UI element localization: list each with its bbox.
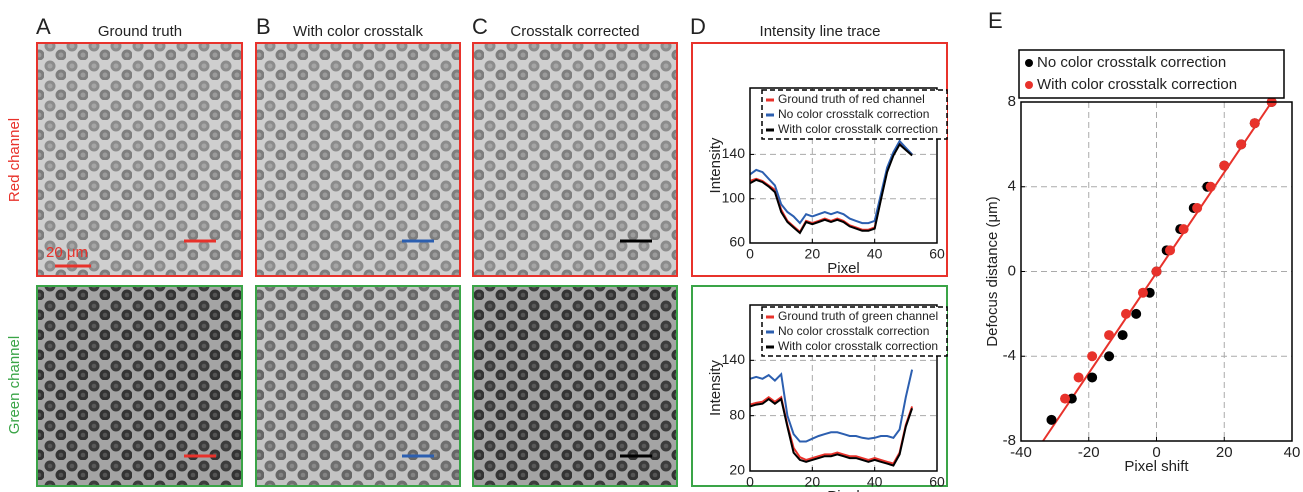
panel-frame: [691, 42, 948, 277]
point: [1192, 202, 1203, 213]
legend-box: [761, 89, 948, 140]
data-line: [749, 139, 913, 225]
row-label: Red channel: [6, 118, 23, 202]
y-tick-label: -8: [1003, 432, 1016, 449]
point: [1131, 308, 1142, 319]
panel-letter: E: [988, 8, 1003, 33]
column-title: Intensity line trace: [760, 23, 881, 40]
point: [1137, 287, 1148, 298]
micrograph: [255, 285, 461, 487]
y-tick-label: 140: [722, 351, 746, 367]
y-axis-label: Intensity: [707, 137, 724, 193]
legend-label: No color crosstalk correction: [778, 107, 929, 121]
x-tick-label: 0: [1152, 444, 1160, 461]
scale-bar-label: 20 μm: [46, 244, 88, 261]
legend-swatch: [1025, 59, 1033, 67]
legend-box: [1018, 49, 1285, 99]
x-tick-label: 20: [805, 246, 821, 262]
y-tick-label: 80: [729, 406, 745, 422]
column-title: Crosstalk corrected: [510, 23, 639, 40]
point: [1219, 160, 1230, 171]
axes-frame: [749, 87, 938, 244]
point: [1117, 330, 1128, 341]
x-tick-label: 40: [867, 474, 883, 490]
legend-label: Ground truth of green channel: [778, 309, 938, 323]
micrograph: [255, 42, 461, 277]
legend-swatch: [1025, 81, 1033, 89]
data-line: [749, 397, 914, 467]
panel-letter: D: [690, 14, 706, 39]
y-tick-label: 140: [722, 145, 746, 161]
legend-label: With color crosstalk correction: [778, 339, 938, 353]
y-tick-label: 100: [722, 189, 746, 205]
y-tick-label: 0: [1008, 262, 1016, 279]
x-tick-label: 0: [746, 246, 754, 262]
x-tick-label: -20: [1078, 444, 1100, 461]
x-axis-label: Pixel shift: [1124, 458, 1189, 475]
point: [1104, 330, 1115, 341]
x-tick-label: 60: [929, 246, 945, 262]
x-tick-label: 20: [1216, 444, 1233, 461]
legend-label: With color crosstalk correction: [1037, 76, 1237, 93]
x-axis-label: Pixel: [827, 260, 860, 277]
x-tick-label: -40: [1010, 444, 1032, 461]
micrograph: [36, 42, 243, 277]
point: [1178, 224, 1189, 235]
point: [1104, 351, 1115, 362]
y-axis-label: Intensity: [707, 360, 724, 416]
data-line: [749, 142, 913, 235]
point: [1249, 118, 1260, 129]
column-title: Ground truth: [98, 23, 182, 40]
panel-letter: C: [472, 14, 488, 39]
axes-frame: [749, 304, 938, 472]
column-title: With color crosstalk: [293, 23, 424, 40]
legend-label: No color crosstalk correction: [778, 324, 929, 338]
point: [1205, 181, 1216, 192]
micrograph: [472, 285, 678, 487]
point: [1151, 266, 1162, 277]
point: [1165, 245, 1176, 256]
y-tick-label: 8: [1008, 93, 1016, 110]
x-tick-label: 40: [867, 246, 883, 262]
y-tick-label: 20: [729, 462, 745, 478]
point: [1060, 393, 1071, 404]
point: [1073, 372, 1084, 383]
panel-letter: A: [36, 14, 51, 39]
point: [1087, 372, 1098, 383]
legend-label: No color crosstalk correction: [1037, 54, 1226, 71]
data-line: [749, 395, 914, 465]
x-tick-label: 40: [1284, 444, 1301, 461]
row-label: Green channel: [6, 336, 23, 434]
legend-label: Ground truth of red channel: [778, 92, 925, 106]
data-line: [749, 369, 914, 443]
legend-box: [761, 306, 948, 357]
micrograph: [472, 42, 678, 277]
y-tick-label: 4: [1008, 178, 1016, 195]
y-axis-label: Defocus distance (μm): [984, 196, 1001, 346]
panel-frame: [691, 285, 948, 487]
point: [1087, 351, 1098, 362]
x-tick-label: 60: [929, 474, 945, 490]
axes-frame: [1020, 101, 1293, 442]
x-axis-label: Pixel: [827, 488, 860, 492]
point: [1046, 414, 1057, 425]
legend-label: With color crosstalk correction: [778, 122, 938, 136]
micrograph: [36, 285, 243, 487]
point: [1236, 139, 1247, 150]
panel-letter: B: [256, 14, 271, 39]
x-tick-label: 20: [805, 474, 821, 490]
y-tick-label: 60: [729, 234, 745, 250]
point: [1121, 308, 1132, 319]
y-tick-label: -4: [1003, 347, 1016, 364]
x-tick-label: 0: [746, 474, 754, 490]
